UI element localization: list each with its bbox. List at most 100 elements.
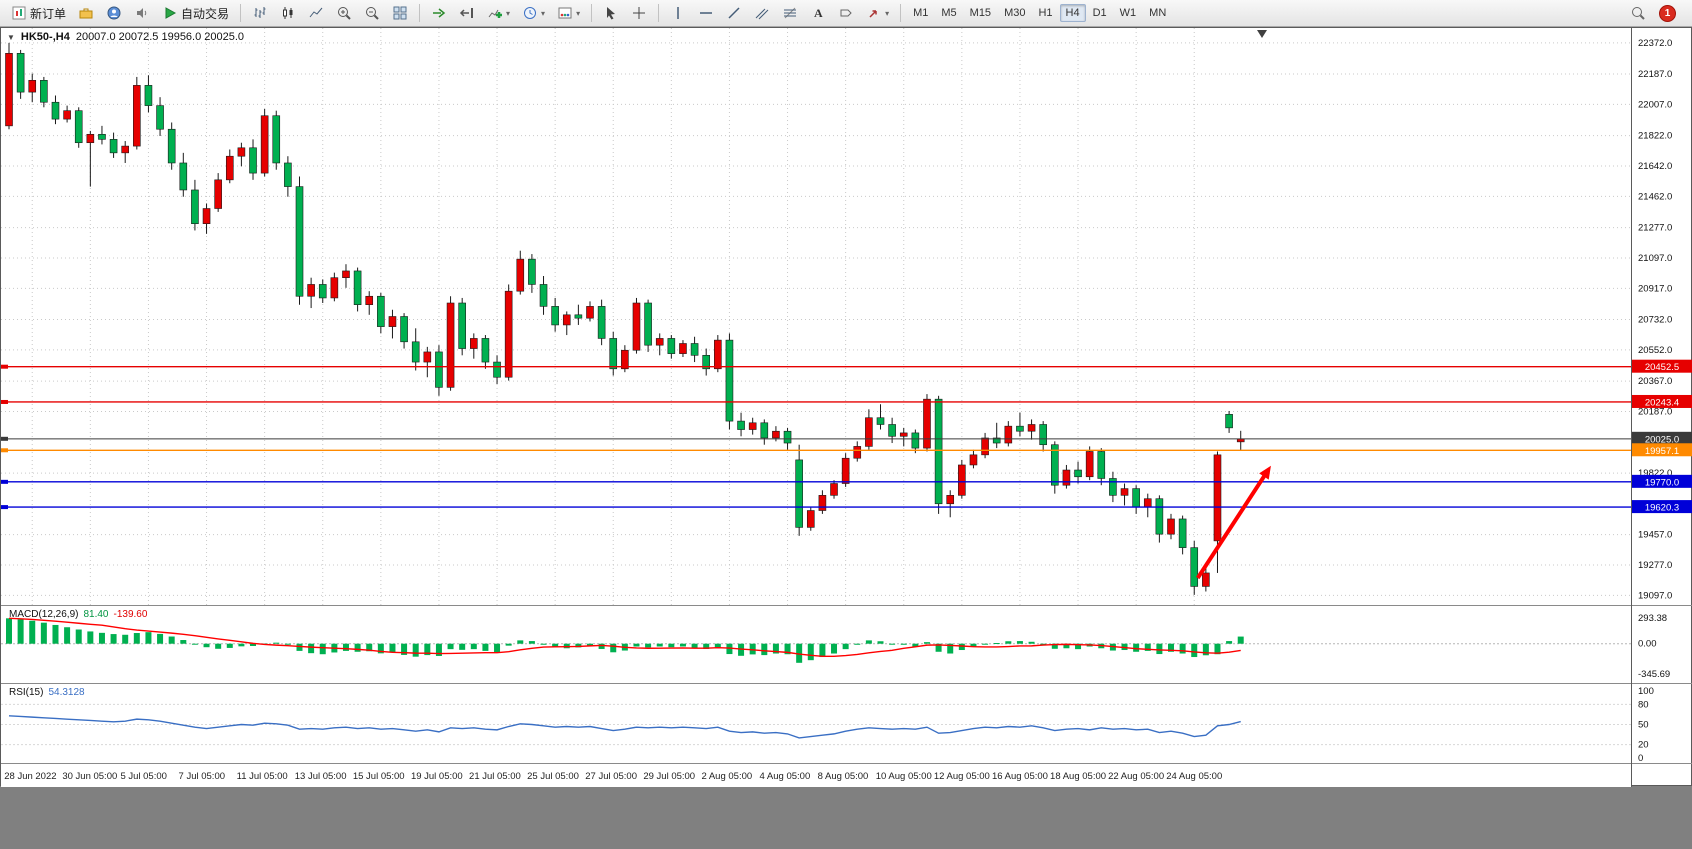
pane-separator[interactable]	[1, 605, 1692, 606]
macd-bar	[645, 643, 652, 648]
price-axis-label: 20367.0	[1638, 376, 1672, 387]
rsi-scale-label: 50	[1638, 720, 1649, 731]
bar-chart-button[interactable]	[247, 2, 273, 24]
macd-panel[interactable]: 293.38 0.00 -345.69	[1, 606, 1692, 683]
macd-bar	[633, 643, 640, 647]
time-label: 30 Jun 05:00	[62, 771, 118, 782]
price-axis-label: 20552.0	[1638, 345, 1672, 356]
line-chart-button[interactable]	[303, 2, 329, 24]
price-scale-separator[interactable]	[1631, 28, 1632, 787]
zoom-out-button[interactable]	[359, 2, 385, 24]
macd-bar	[1051, 643, 1058, 649]
main-toolbar: 新订单 自动交易	[0, 0, 1692, 27]
tile-windows-button[interactable]	[387, 2, 413, 24]
cursor-button[interactable]	[598, 2, 624, 24]
macd-bar	[1040, 643, 1047, 645]
timeframe-m30[interactable]: M30	[998, 4, 1031, 22]
candle-body	[353, 270, 362, 305]
search-icon	[1630, 5, 1646, 21]
one-click-trading-arrow-icon[interactable]: ▼	[7, 32, 15, 42]
chart-shift-marker	[1257, 30, 1267, 38]
candle-body	[748, 422, 757, 430]
vertical-line-button[interactable]	[665, 2, 691, 24]
zoom-in-button[interactable]	[331, 2, 357, 24]
candle-body	[144, 85, 153, 106]
arrow-shape-icon	[866, 5, 882, 21]
price-axis-label: 19097.0	[1638, 590, 1672, 601]
price-level-badge	[1632, 431, 1692, 445]
candle-body	[876, 417, 885, 425]
time-label: 28 Jun 2022	[4, 771, 57, 782]
navigator-button[interactable]	[101, 2, 127, 24]
pane-separator[interactable]	[1, 683, 1692, 684]
macd-bar	[970, 643, 977, 647]
candlestick-button[interactable]	[275, 2, 301, 24]
autotrading-button[interactable]: 自动交易	[157, 2, 234, 24]
alerts-button[interactable]	[129, 2, 155, 24]
horizontal-line-button[interactable]	[693, 2, 719, 24]
timeframe-mn[interactable]: MN	[1143, 4, 1172, 22]
candle-body	[1039, 424, 1047, 446]
crosshair-button[interactable]	[626, 2, 652, 24]
macd-bar	[714, 643, 721, 648]
chart-shift-button[interactable]	[454, 2, 480, 24]
rsi-panel[interactable]: 100 80 50 20 0	[1, 684, 1692, 763]
fibonacci-button[interactable]	[777, 2, 803, 24]
fibonacci-icon	[782, 5, 798, 21]
candle-body	[423, 351, 432, 363]
arrows-button[interactable]: ▾	[861, 2, 894, 24]
notification-badge[interactable]: 1	[1659, 4, 1676, 22]
new-order-button[interactable]: 新订单	[6, 2, 71, 24]
price-chart[interactable]: 22372.0 22187.0 22007.0 21822.0 21642.0 21462…	[1, 28, 1692, 605]
timeframe-m5[interactable]: M5	[935, 4, 962, 22]
candle-body	[841, 457, 850, 484]
text-button[interactable]: A	[805, 2, 831, 24]
timeframe-w1[interactable]: W1	[1114, 4, 1143, 22]
macd-scale-label: -345.69	[1638, 669, 1670, 680]
trendline-button[interactable]	[721, 2, 747, 24]
price-axis-label: 21822.0	[1638, 131, 1672, 142]
macd-bar	[772, 643, 779, 654]
indicators-button[interactable]: ▾	[482, 2, 515, 24]
candle-body	[133, 85, 141, 147]
periods-button[interactable]: ▾	[517, 2, 550, 24]
candle-body	[725, 339, 734, 422]
macd-bar	[877, 641, 884, 644]
macd-bar	[412, 643, 419, 657]
candle-body	[1155, 498, 1164, 535]
macd-signal-line	[8, 617, 1241, 658]
toolbox-button[interactable]	[73, 2, 99, 24]
chevron-down-icon: ▾	[541, 8, 546, 18]
timeframe-d1[interactable]: D1	[1087, 4, 1113, 22]
candle-body	[946, 495, 955, 505]
timeframe-h4[interactable]: H4	[1059, 4, 1086, 22]
time-label: 25 Jul 05:00	[527, 771, 579, 782]
toolbar-right: 1	[1625, 2, 1686, 24]
time-axis[interactable]: 28 Jun 2022 30 Jun 05:00 5 Jul 05:00 7 Jul …	[1, 764, 1631, 787]
macd-bar	[1168, 643, 1174, 652]
macd-bar	[1144, 643, 1151, 651]
macd-bar	[1075, 643, 1082, 650]
trendline-icon	[726, 5, 742, 21]
timeframe-m1[interactable]: M1	[907, 4, 934, 22]
macd-bar	[784, 643, 791, 655]
timeframe-m15[interactable]: M15	[964, 4, 997, 22]
candle-body	[958, 464, 966, 496]
candle-body	[225, 155, 234, 181]
candle-body	[40, 80, 48, 103]
pane-separator	[1, 763, 1692, 764]
timeframe-h1[interactable]: H1	[1032, 4, 1058, 22]
label-button[interactable]	[833, 2, 859, 24]
candle-body	[237, 147, 246, 157]
search-button[interactable]	[1625, 2, 1651, 24]
candle-body	[167, 128, 176, 164]
price-axis-label: 21277.0	[1638, 223, 1672, 234]
auto-scroll-button[interactable]	[426, 2, 452, 24]
zoom-out-icon	[364, 5, 380, 21]
symbol-period-label: HK50-,H4	[20, 31, 70, 43]
chart-window: 22372.0 22187.0 22007.0 21822.0 21642.0 21462…	[0, 27, 1692, 787]
macd-bar	[819, 643, 826, 658]
macd-signal-value: -139.60	[113, 609, 148, 620]
channel-button[interactable]	[749, 2, 775, 24]
templates-button[interactable]: ▾	[552, 2, 585, 24]
